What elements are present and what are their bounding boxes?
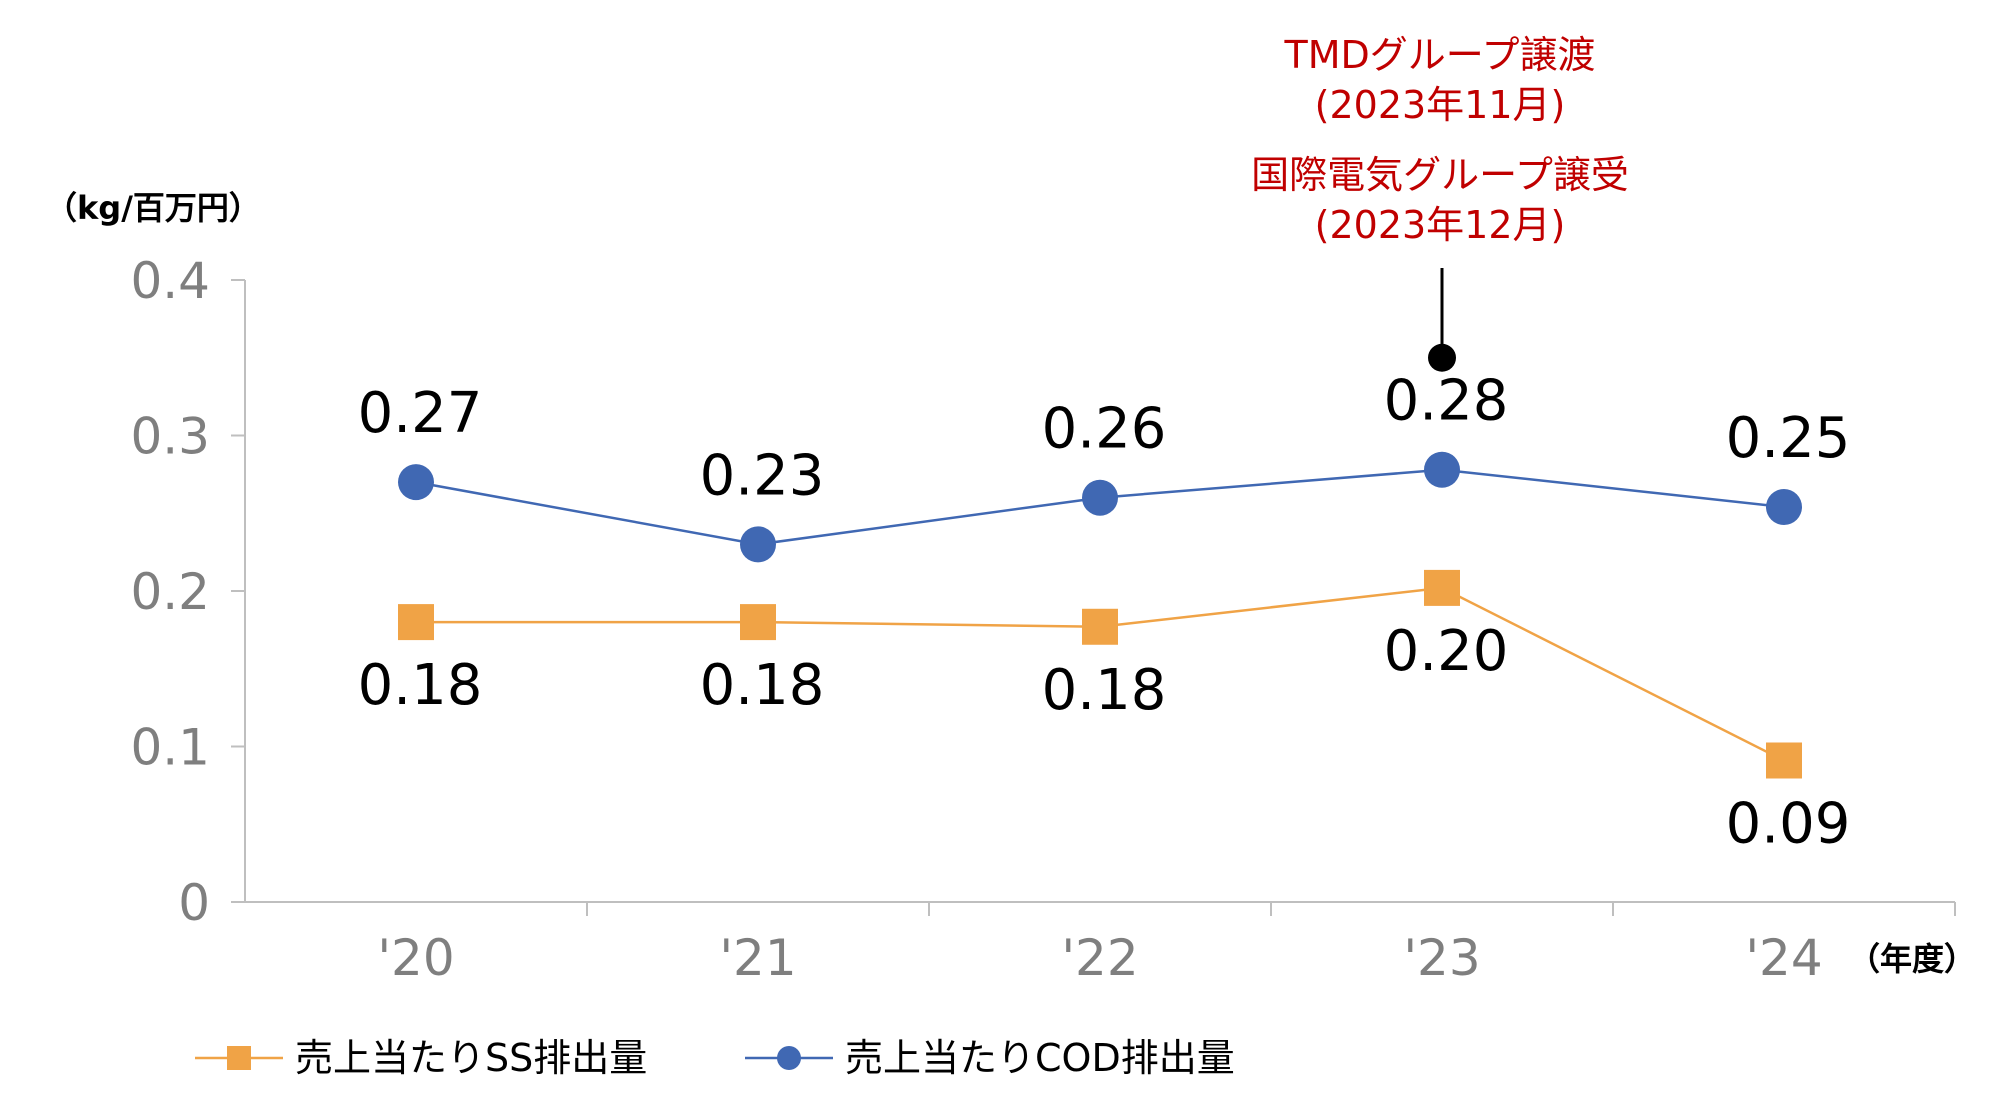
y-tick-label: 0.1 bbox=[130, 719, 210, 777]
data-label: 0.27 bbox=[358, 381, 483, 446]
data-label: 0.18 bbox=[700, 653, 825, 718]
data-point bbox=[740, 604, 776, 641]
annotation-text: TMDグループ譲渡 bbox=[1284, 33, 1596, 77]
data-label: 0.20 bbox=[1384, 619, 1509, 684]
data-label: 0.26 bbox=[1042, 397, 1167, 462]
x-tick-label: '20 bbox=[377, 929, 454, 987]
annotation-text: 国際電気グループ譲受 bbox=[1251, 153, 1629, 197]
x-tick-label: '24 bbox=[1745, 929, 1822, 987]
series-cod: 0.27 0.23 0.26 0.28 0.25 bbox=[358, 369, 1851, 563]
data-point bbox=[398, 604, 434, 641]
y-tick-label: 0 bbox=[178, 874, 210, 932]
y-axis-unit: （kg/百万円） bbox=[45, 189, 261, 227]
data-point bbox=[398, 464, 434, 501]
data-point bbox=[1424, 451, 1460, 488]
x-axis-unit: （年度） bbox=[1848, 940, 1976, 978]
data-point bbox=[1424, 569, 1460, 606]
data-point bbox=[740, 526, 776, 563]
annotation-text: (2023年12月) bbox=[1315, 203, 1566, 247]
data-point bbox=[1766, 489, 1802, 526]
data-point bbox=[1082, 479, 1118, 516]
data-label: 0.18 bbox=[358, 653, 483, 718]
y-tick-label: 0.4 bbox=[130, 252, 210, 310]
data-label: 0.23 bbox=[700, 443, 825, 508]
series-ss: 0.18 0.18 0.18 0.20 0.09 bbox=[358, 569, 1851, 856]
y-axis: 0 0.1 0.2 0.3 0.4 bbox=[130, 252, 246, 932]
plot-area: 0.18 0.18 0.18 0.20 0.09 0.27 0.23 0.26 0.28 0.25 bbox=[358, 369, 1851, 857]
data-label: 0.18 bbox=[1042, 658, 1167, 723]
y-tick-label: 0.2 bbox=[130, 563, 210, 621]
legend-marker bbox=[227, 1046, 251, 1070]
legend-label: 売上当たりSS排出量 bbox=[295, 1036, 647, 1080]
x-tick-label: '22 bbox=[1061, 929, 1138, 987]
y-tick-label: 0.3 bbox=[130, 408, 210, 466]
data-label: 0.09 bbox=[1726, 791, 1851, 856]
x-tick-label: '23 bbox=[1403, 929, 1480, 987]
data-label: 0.25 bbox=[1726, 406, 1851, 471]
annotation-text: (2023年11月) bbox=[1315, 83, 1566, 127]
annotation: TMDグループ譲渡 (2023年11月) 国際電気グループ譲受 (2023年12月) bbox=[1251, 33, 1629, 372]
x-tick-label: '21 bbox=[719, 929, 796, 987]
legend-item: 売上当たりSS排出量 bbox=[195, 1036, 647, 1080]
legend-item: 売上当たりCOD排出量 bbox=[745, 1036, 1235, 1080]
x-axis: '20 '21 '22 '23 '24 bbox=[245, 901, 1956, 987]
annotation-dot bbox=[1428, 343, 1456, 372]
legend-label: 売上当たりCOD排出量 bbox=[845, 1036, 1235, 1080]
data-label: 0.28 bbox=[1384, 369, 1509, 434]
data-point bbox=[1766, 742, 1802, 779]
data-point bbox=[1082, 608, 1118, 645]
legend-marker bbox=[777, 1046, 801, 1070]
legend: 売上当たりSS排出量 売上当たりCOD排出量 bbox=[195, 1036, 1235, 1080]
